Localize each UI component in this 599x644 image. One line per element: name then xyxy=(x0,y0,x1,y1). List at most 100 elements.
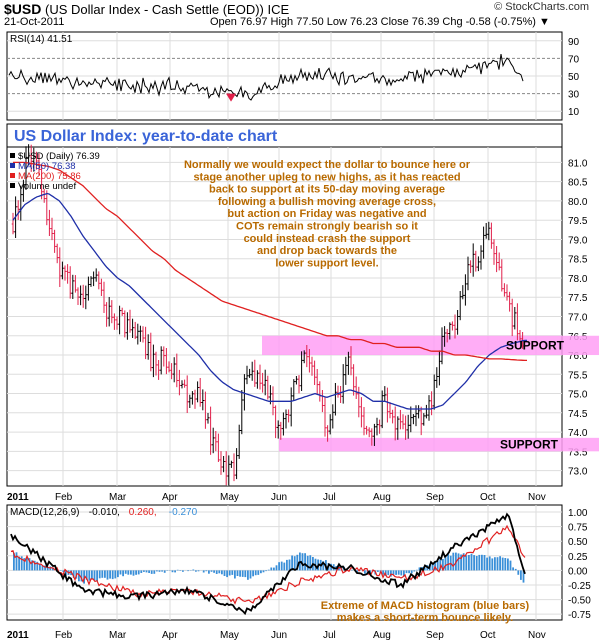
macd-histogram-bar xyxy=(397,570,400,575)
macd-histogram-bar xyxy=(33,560,36,571)
ma200-line xyxy=(13,161,527,362)
macd-histogram-bar xyxy=(127,570,130,575)
macd-histogram-bar xyxy=(49,566,52,571)
macd-histogram-bar xyxy=(475,556,478,571)
macd-histogram-bar xyxy=(59,570,62,571)
macd-histogram-bar xyxy=(13,552,15,571)
macd-note-line: Extreme of MACD histogram (blue bars) xyxy=(321,600,530,612)
macd-histogram-bar xyxy=(205,570,208,572)
macd-histogram-bar xyxy=(468,555,470,571)
macd-histogram-bar xyxy=(132,570,135,576)
macd-histogram-bar xyxy=(187,570,189,572)
macd-histogram-bar xyxy=(83,570,85,584)
rsi-tick-label: 90 xyxy=(568,37,580,48)
macd-histogram-bar xyxy=(228,570,231,576)
macd-label: MACD(12,26,9) xyxy=(10,507,79,518)
macd-histogram-bar xyxy=(236,570,239,576)
macd-histogram-bar xyxy=(15,552,18,571)
lower-support-zone xyxy=(279,437,599,452)
bottom-month-label: May xyxy=(220,630,239,641)
commentary-line: COTs remain strongly bearish so it xyxy=(236,221,418,233)
macd-histogram-bar xyxy=(197,570,200,572)
macd-histogram-bar xyxy=(491,558,494,571)
macd-histogram-bar xyxy=(517,570,520,575)
commentary-line: following a bullish moving average cross… xyxy=(218,196,436,208)
macd-tick-label: -0.50 xyxy=(568,596,591,607)
commentary-line: back to support at its 50-day moving ave… xyxy=(209,184,445,196)
macd-histogram-bar xyxy=(195,570,197,572)
price-tick-label: 75.5 xyxy=(568,370,588,381)
macd-histogram-bar xyxy=(117,570,119,578)
macd-histogram-bar xyxy=(254,570,257,576)
macd-histogram-bar xyxy=(470,553,473,571)
macd-histogram-bar xyxy=(158,570,161,572)
macd-histogram-bar xyxy=(413,570,416,572)
macd-histogram-bar xyxy=(486,557,488,571)
macd-histogram-bar xyxy=(39,563,41,571)
macd-histogram-bar xyxy=(403,570,405,577)
macd-histogram-bar xyxy=(247,570,249,580)
macd-histogram-bar xyxy=(218,570,221,574)
macd-histogram-bar xyxy=(192,569,195,571)
main-chart-title: US Dollar Index: year-to-date chart xyxy=(14,128,278,145)
legend-swatch xyxy=(10,183,15,188)
macd-histogram-bar xyxy=(265,570,267,572)
macd-histogram-bar xyxy=(80,570,83,582)
month-label: Feb xyxy=(55,492,73,503)
macd-histogram-bar xyxy=(306,555,309,571)
commentary-line: Normally we would expect the dollar to b… xyxy=(184,159,471,171)
macd-histogram-bar xyxy=(78,570,80,582)
macd-histogram-bar xyxy=(465,555,468,571)
macd-histogram-bar xyxy=(351,569,353,571)
rsi-tick-label: 70 xyxy=(568,54,580,65)
macd-histogram-bar xyxy=(179,570,182,571)
macd-histogram-bar xyxy=(122,570,124,577)
macd-histogram-bar xyxy=(148,570,150,573)
legend-swatch xyxy=(10,163,15,168)
legend-swatch xyxy=(10,153,15,158)
macd-histogram-bar xyxy=(176,569,179,571)
price-tick-label: 74.5 xyxy=(568,409,588,420)
commentary-line: stage another upleg to new highs, as it … xyxy=(193,171,460,183)
price-tick-label: 80.5 xyxy=(568,178,588,189)
macd-histogram-bar xyxy=(377,570,379,572)
macd-histogram-bar xyxy=(423,567,426,571)
macd-histogram-bar xyxy=(436,560,439,571)
month-label: Apr xyxy=(162,492,178,503)
macd-histogram-bar xyxy=(65,570,67,576)
macd-histogram-bar xyxy=(41,565,44,571)
macd-histogram-bar xyxy=(104,570,106,578)
ticker-name: (US Dollar Index - Cash Settle (EOD)) IC… xyxy=(44,2,290,17)
macd-histogram-bar xyxy=(62,570,65,572)
macd-histogram-bar xyxy=(494,557,496,571)
macd-histogram-bar xyxy=(124,570,127,574)
macd-histogram-bar xyxy=(322,561,325,571)
macd-histogram-bar xyxy=(483,555,486,571)
month-label: Nov xyxy=(528,492,546,503)
legend-entry: Volume undef xyxy=(18,181,76,192)
bottom-month-label: Sep xyxy=(426,630,444,641)
macd-histogram-bar xyxy=(439,557,442,571)
macd-value-0: -0.010, xyxy=(89,507,120,518)
macd-histogram-bar xyxy=(416,569,418,571)
macd-histogram-bar xyxy=(234,570,236,579)
price-tick-label: 74.0 xyxy=(568,428,588,439)
macd-histogram-bar xyxy=(288,559,291,571)
macd-histogram-bar xyxy=(88,570,91,581)
month-label: Sep xyxy=(426,492,444,503)
macd-histogram-bar xyxy=(91,570,93,580)
bottom-month-label: Jul xyxy=(323,630,336,641)
macd-histogram-bar xyxy=(392,570,395,575)
macd-histogram-bar xyxy=(109,570,111,579)
rsi-tick-label: 50 xyxy=(568,72,580,83)
commentary-line: but action on Friday was negative and xyxy=(227,208,426,220)
macd-histogram-bar xyxy=(431,563,434,571)
macd-histogram-bar xyxy=(137,570,140,575)
macd-histogram-bar xyxy=(260,570,262,574)
macd-histogram-bar xyxy=(280,561,283,571)
ticker-symbol: $USD xyxy=(4,1,42,17)
chart-ticker: $USD (US Dollar Index - Cash Settle (EOD… xyxy=(4,1,289,17)
bottom-month-label: 2011 xyxy=(7,630,29,641)
macd-histogram-bar xyxy=(286,559,288,571)
ohlc-readout: Open 76.97 High 77.50 Low 76.23 Close 76… xyxy=(210,16,550,28)
